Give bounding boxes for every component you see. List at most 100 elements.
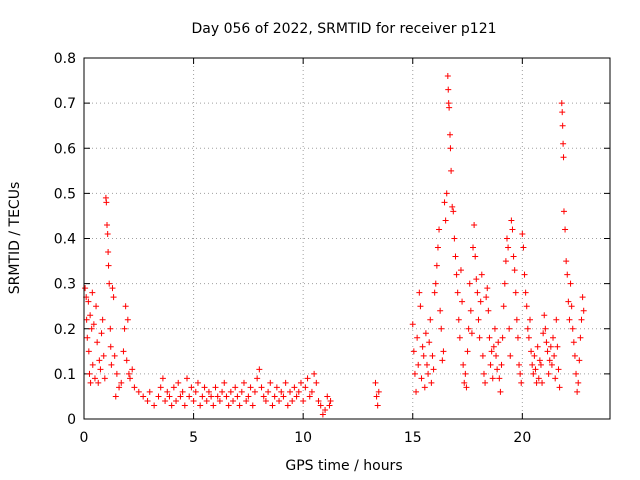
data-point xyxy=(507,352,514,359)
data-point xyxy=(111,352,118,359)
data-point xyxy=(190,397,197,404)
data-point xyxy=(271,393,278,400)
data-point xyxy=(89,289,96,296)
data-point xyxy=(99,316,106,323)
x-tick-label: 10 xyxy=(294,430,312,446)
data-point xyxy=(501,280,508,287)
data-point xyxy=(151,402,158,409)
data-point xyxy=(500,303,507,310)
data-point xyxy=(168,402,175,409)
data-point xyxy=(438,325,445,332)
y-tick-label: 0.7 xyxy=(54,96,76,112)
data-point xyxy=(571,352,578,359)
data-point xyxy=(95,379,102,386)
data-point xyxy=(427,316,434,323)
data-point xyxy=(577,334,584,341)
data-point xyxy=(452,253,459,260)
data-point xyxy=(533,379,540,386)
data-point xyxy=(107,343,114,350)
data-point xyxy=(569,325,576,332)
data-point xyxy=(495,339,502,346)
data-point xyxy=(525,334,532,341)
axis-ticks: 0 0.1 0.2 0.3 0.4 0.5 0.6 0.7 0.8 0 5 10 15 20 xyxy=(54,51,610,446)
data-points xyxy=(82,73,587,418)
data-point xyxy=(580,307,587,314)
y-tick-label: 0.6 xyxy=(54,141,76,157)
data-point xyxy=(374,402,381,409)
data-point xyxy=(488,348,495,355)
data-point xyxy=(516,361,523,368)
data-point xyxy=(375,388,382,395)
data-point xyxy=(465,325,472,332)
y-tick-label: 0 xyxy=(67,412,76,428)
data-point xyxy=(123,357,130,364)
data-point xyxy=(559,109,566,116)
data-point xyxy=(422,330,429,337)
data-point xyxy=(144,397,151,404)
data-point xyxy=(417,303,424,310)
data-point xyxy=(409,321,416,328)
y-tick-label: 0.1 xyxy=(54,367,76,383)
data-point xyxy=(513,316,520,323)
data-point xyxy=(415,361,422,368)
data-point xyxy=(203,397,210,404)
data-point xyxy=(110,294,117,301)
data-point xyxy=(472,253,479,260)
chart-title: Day 056 of 2022, SRMTID for receiver p12… xyxy=(191,21,496,37)
y-tick-label: 0.3 xyxy=(54,277,76,293)
data-point xyxy=(157,384,164,391)
data-point xyxy=(489,375,496,382)
data-point xyxy=(455,316,462,323)
data-point xyxy=(567,280,574,287)
data-point xyxy=(201,384,208,391)
data-point xyxy=(116,384,123,391)
data-point xyxy=(444,73,451,80)
data-point xyxy=(449,203,456,210)
data-point xyxy=(461,379,468,386)
data-point xyxy=(186,393,193,400)
data-point xyxy=(269,402,276,409)
data-point xyxy=(170,384,177,391)
data-point xyxy=(539,379,546,386)
data-point xyxy=(265,388,272,395)
data-point xyxy=(86,370,93,377)
data-point xyxy=(508,217,515,224)
data-point xyxy=(327,397,334,404)
data-point xyxy=(162,397,169,404)
data-point xyxy=(287,388,294,395)
data-point xyxy=(284,402,291,409)
data-point xyxy=(485,307,492,314)
data-point xyxy=(447,131,454,138)
data-point xyxy=(554,343,561,350)
data-point xyxy=(122,303,129,310)
y-tick-label: 0.2 xyxy=(54,322,76,338)
data-point xyxy=(524,325,531,332)
data-point xyxy=(97,366,104,373)
data-point xyxy=(87,312,94,319)
data-point xyxy=(322,406,329,413)
data-point xyxy=(514,334,521,341)
data-point xyxy=(208,393,215,400)
data-point xyxy=(372,379,379,386)
data-point xyxy=(273,384,280,391)
data-point xyxy=(497,388,504,395)
data-point xyxy=(447,145,454,152)
data-point xyxy=(315,397,322,404)
data-point xyxy=(262,397,269,404)
data-point xyxy=(164,388,171,395)
data-point xyxy=(87,379,94,386)
data-point xyxy=(184,375,191,382)
data-point xyxy=(531,352,538,359)
data-point xyxy=(106,280,113,287)
data-point xyxy=(578,316,585,323)
data-point xyxy=(576,357,583,364)
data-point xyxy=(212,384,219,391)
data-point xyxy=(155,393,162,400)
data-point xyxy=(91,375,98,382)
data-point xyxy=(551,352,558,359)
data-point xyxy=(245,393,252,400)
data-point xyxy=(566,316,573,323)
data-point xyxy=(124,316,131,323)
data-point xyxy=(125,370,132,377)
